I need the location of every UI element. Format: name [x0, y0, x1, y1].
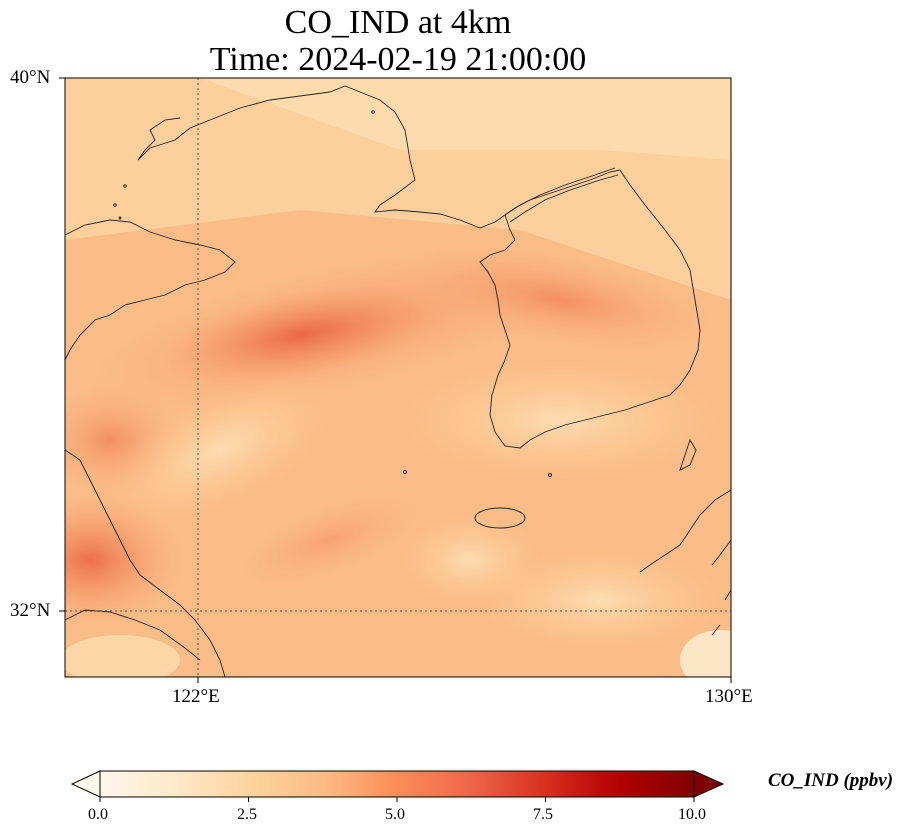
colorbar	[70, 770, 725, 802]
colorbar-tick-0: 0.0	[88, 806, 108, 823]
colorbar-extend-min	[70, 770, 101, 798]
coastlines	[65, 85, 731, 677]
colorbar-tick-5: 5.0	[385, 806, 405, 823]
map-frame	[64, 77, 732, 678]
colorbar-extend-max	[693, 770, 725, 798]
lat-tick-40: 40°N	[10, 67, 51, 88]
colorbar-tick-10: 10.0	[678, 806, 706, 823]
colorbar-gradient	[99, 770, 695, 798]
co-field-layer	[65, 78, 731, 677]
lon-tick-130: 130°E	[705, 686, 753, 707]
colorbar-tick-2-5: 2.5	[237, 806, 257, 823]
chart-title: CO_IND at 4km	[284, 4, 512, 41]
field-light-patch	[108, 378, 332, 522]
colorbar-tick-7-5: 7.5	[533, 806, 553, 823]
lon-tick-122: 122°E	[172, 686, 220, 707]
field-plume-southwest	[65, 490, 190, 630]
gridlines	[65, 78, 731, 677]
axis-ticks	[59, 77, 732, 683]
lat-tick-32: 32°N	[10, 600, 51, 621]
colorbar-label: CO_IND (ppbv)	[768, 770, 894, 791]
chart-subtitle-time: Time: 2024-02-19 21:00:00	[209, 41, 587, 78]
